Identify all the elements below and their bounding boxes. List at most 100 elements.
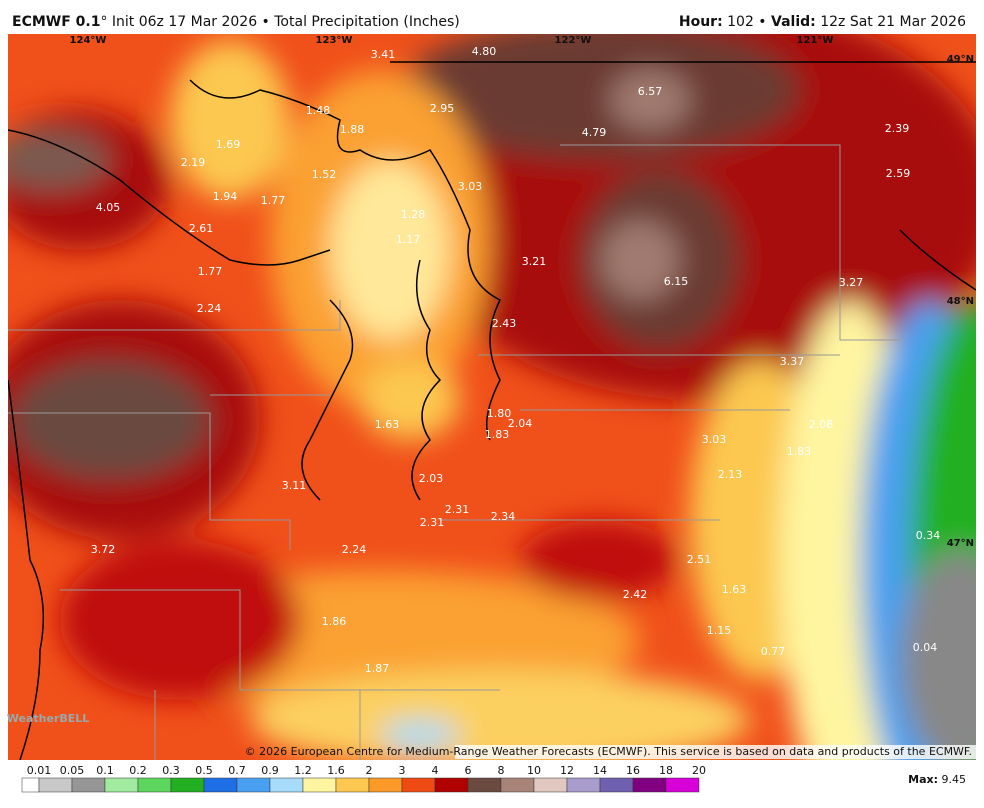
point-value: 2.19 (181, 156, 206, 169)
colorbar-swatch (533, 777, 568, 793)
point-value: 2.43 (492, 317, 517, 330)
point-value: 3.03 (702, 433, 727, 446)
colorbar-swatch (368, 777, 403, 793)
colorbar-swatch (137, 777, 172, 793)
colorbar-label: 0.2 (129, 764, 147, 777)
point-value: 2.39 (885, 122, 910, 135)
point-value: 1.80 (487, 407, 512, 420)
colorbar: 0.01 0.05 0.1 0.2 0.3 0.5 0.7 0.9 1.2 1.6 2 3 4 6 8 10 1… (21, 764, 706, 793)
colorbar-label: 2 (366, 764, 373, 777)
copyright-bg (455, 745, 976, 759)
colorbar-swatch (599, 777, 634, 793)
point-value: 2.31 (445, 503, 470, 516)
max-text: Max: 9.45 (908, 773, 966, 786)
point-value: 2.51 (687, 553, 712, 566)
lat-label: 48°N (947, 296, 974, 307)
valid: 12z Sat 21 Mar 2026 (816, 14, 966, 30)
colorbar-label: 4 (432, 764, 439, 777)
header-valid: Hour: 102 • Valid: 12z Sat 21 Mar 2026 (679, 14, 966, 30)
point-value: 1.63 (375, 418, 400, 431)
max-value: 9.45 (938, 773, 966, 786)
colorbar-swatch (38, 777, 73, 793)
valid-label: Valid: (771, 14, 816, 30)
point-value: 0.04 (913, 641, 938, 654)
point-value: 1.83 (485, 428, 510, 441)
lat-label: 49°N (947, 54, 974, 65)
point-value: 1.48 (306, 104, 331, 117)
point-value: 2.42 (623, 588, 648, 601)
colorbar-swatch (21, 777, 40, 793)
colorbar-label: 0.7 (228, 764, 246, 777)
colorbar-swatch (665, 777, 700, 793)
colorbar-label: 18 (659, 764, 673, 777)
point-value: 1.28 (401, 208, 426, 221)
point-value: 4.80 (472, 45, 497, 58)
colorbar-swatch (236, 777, 271, 793)
colorbar-label: 3 (399, 764, 406, 777)
point-value: 3.41 (371, 48, 396, 61)
colorbar-swatch (203, 777, 238, 793)
colorbar-label: 20 (692, 764, 706, 777)
colorbar-label: 1.6 (327, 764, 345, 777)
point-value: 1.77 (261, 194, 286, 207)
colorbar-swatch (269, 777, 304, 793)
colorbar-label: 10 (527, 764, 541, 777)
colorbar-label: 14 (593, 764, 607, 777)
lon-label: 123°W (316, 35, 353, 46)
hour: 102 • (723, 14, 771, 30)
colorbar-swatch (500, 777, 535, 793)
point-value: 3.27 (839, 276, 864, 289)
max-label: Max: (908, 773, 938, 786)
point-value: 4.05 (96, 201, 121, 214)
point-value: 2.03 (419, 472, 444, 485)
point-value: 3.03 (458, 180, 483, 193)
point-value: 1.77 (198, 265, 223, 278)
colorbar-swatch (632, 777, 667, 793)
colorbar-label: 1.2 (294, 764, 312, 777)
header-title: ECMWF 0.1° Init 06z 17 Mar 2026 • Total … (12, 14, 460, 30)
colorbar-label: 0.3 (162, 764, 180, 777)
point-value: 2.13 (718, 468, 743, 481)
point-value: 3.72 (91, 543, 116, 556)
colorbar-swatch (335, 777, 370, 793)
colorbar-label: 12 (560, 764, 574, 777)
header-info: ° Init 06z 17 Mar 2026 • Total Precipita… (100, 14, 459, 30)
colorbar-label: 16 (626, 764, 640, 777)
colorbar-swatch (566, 777, 601, 793)
point-value: 2.34 (491, 510, 516, 523)
point-value: 2.24 (342, 543, 367, 556)
model: ECMWF 0.1 (12, 14, 100, 30)
point-value: 4.79 (582, 126, 607, 139)
point-value: 1.69 (216, 138, 241, 151)
lon-label: 121°W (797, 35, 834, 46)
colorbar-label: 6 (465, 764, 472, 777)
point-value: 1.86 (322, 615, 347, 628)
point-value: 2.31 (420, 516, 445, 529)
colorbar-swatch (104, 777, 139, 793)
colorbar-swatch (302, 777, 337, 793)
point-value: 2.08 (809, 418, 834, 431)
point-value: 1.15 (707, 624, 732, 637)
point-value: 1.87 (365, 662, 390, 675)
point-value: 1.17 (396, 233, 421, 246)
point-value: 1.52 (312, 168, 337, 181)
point-value: 1.83 (787, 445, 812, 458)
point-value: 2.95 (430, 102, 455, 115)
point-value: 2.04 (508, 417, 533, 430)
lon-label: 122°W (555, 35, 592, 46)
point-value: 2.24 (197, 302, 222, 315)
colorbar-label: 0.5 (195, 764, 213, 777)
point-value: 2.61 (189, 222, 214, 235)
point-value: 1.63 (722, 583, 747, 596)
county-lines (8, 144, 900, 760)
point-value: 0.34 (916, 529, 941, 542)
colorbar-label: 0.9 (261, 764, 279, 777)
lat-label: 47°N (947, 538, 974, 549)
point-value: 1.94 (213, 190, 238, 203)
colorbar-swatch (434, 777, 469, 793)
point-value: 2.59 (886, 167, 911, 180)
colorbar-label: 0.01 (27, 764, 52, 777)
